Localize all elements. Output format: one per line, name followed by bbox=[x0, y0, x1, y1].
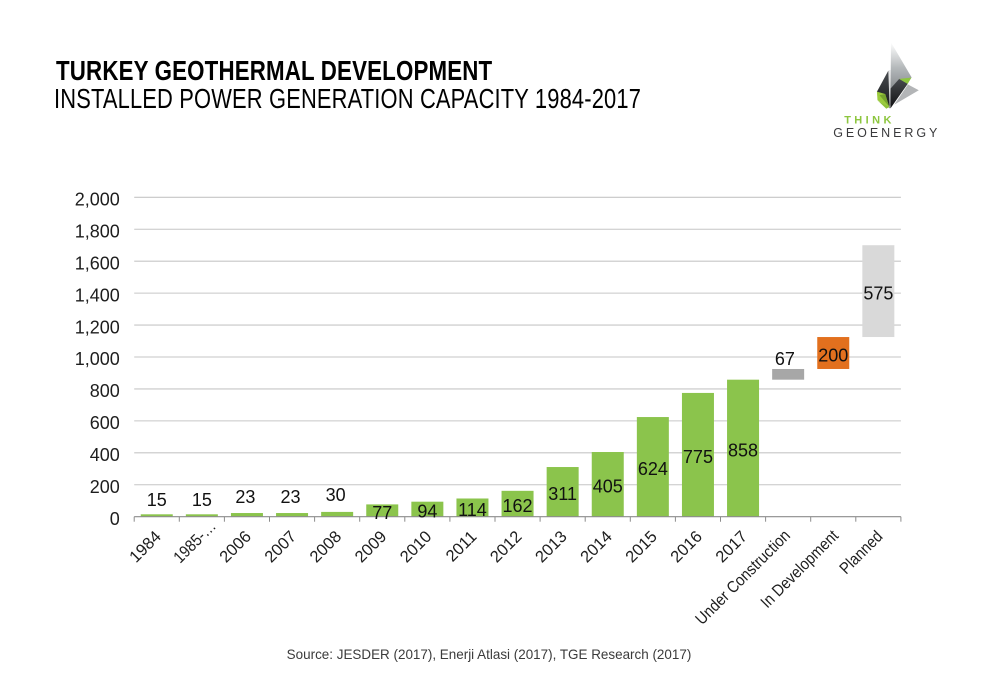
svg-text:162: 162 bbox=[503, 496, 533, 516]
svg-text:2012: 2012 bbox=[487, 528, 526, 567]
svg-text:400: 400 bbox=[90, 445, 120, 465]
svg-text:2008: 2008 bbox=[306, 528, 345, 567]
svg-text:15: 15 bbox=[192, 490, 212, 510]
svg-text:775: 775 bbox=[683, 447, 713, 467]
svg-text:2010: 2010 bbox=[397, 528, 436, 567]
svg-text:114: 114 bbox=[458, 500, 487, 520]
svg-text:311: 311 bbox=[548, 484, 577, 504]
svg-text:30: 30 bbox=[326, 485, 346, 505]
svg-text:1,600: 1,600 bbox=[75, 253, 120, 273]
svg-text:800: 800 bbox=[90, 381, 120, 401]
svg-text:1,000: 1,000 bbox=[75, 349, 120, 369]
svg-text:23: 23 bbox=[235, 487, 255, 507]
svg-text:2014: 2014 bbox=[577, 528, 616, 567]
svg-text:2017: 2017 bbox=[712, 528, 751, 567]
svg-text:2015: 2015 bbox=[622, 528, 661, 567]
svg-text:1985-…: 1985-… bbox=[170, 517, 219, 566]
svg-text:624: 624 bbox=[638, 459, 668, 479]
svg-text:GEOENERGY: GEOENERGY bbox=[833, 126, 940, 140]
svg-text:94: 94 bbox=[417, 501, 437, 521]
svg-text:2009: 2009 bbox=[352, 528, 391, 567]
svg-text:200: 200 bbox=[90, 477, 120, 497]
svg-text:Planned: Planned bbox=[836, 528, 886, 578]
svg-text:858: 858 bbox=[728, 440, 758, 460]
svg-text:2007: 2007 bbox=[261, 528, 300, 567]
svg-text:2,000: 2,000 bbox=[75, 190, 120, 210]
svg-text:THINK: THINK bbox=[844, 115, 895, 127]
svg-text:200: 200 bbox=[818, 345, 848, 365]
svg-text:1,200: 1,200 bbox=[75, 317, 120, 337]
svg-text:15: 15 bbox=[147, 490, 167, 510]
svg-text:67: 67 bbox=[775, 349, 795, 369]
svg-text:2006: 2006 bbox=[216, 528, 255, 567]
svg-text:600: 600 bbox=[90, 413, 120, 433]
svg-text:575: 575 bbox=[863, 283, 893, 303]
svg-text:2011: 2011 bbox=[443, 528, 481, 566]
svg-text:77: 77 bbox=[372, 503, 392, 523]
svg-text:2013: 2013 bbox=[532, 528, 571, 567]
svg-text:1,800: 1,800 bbox=[75, 221, 120, 241]
svg-text:405: 405 bbox=[593, 477, 623, 497]
svg-text:0: 0 bbox=[110, 509, 120, 529]
svg-text:2016: 2016 bbox=[667, 528, 706, 567]
svg-text:23: 23 bbox=[280, 487, 300, 507]
svg-text:1984: 1984 bbox=[126, 528, 165, 567]
svg-text:1,400: 1,400 bbox=[75, 285, 120, 305]
